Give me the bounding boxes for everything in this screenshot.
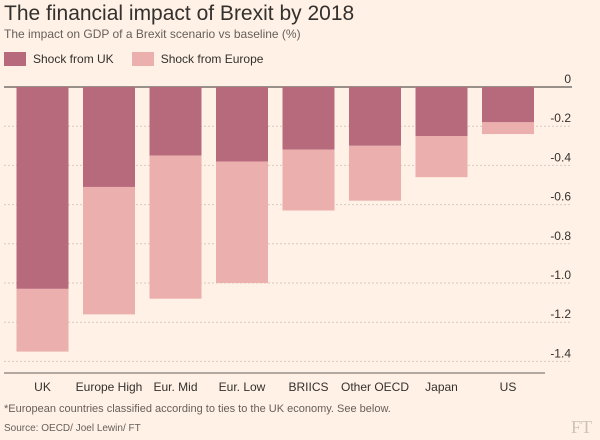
bar-shock-europe [482,122,534,135]
source-note: Source: OECD/ Joel Lewin/ FT [4,423,141,434]
bar-shock-europe [16,288,69,352]
bar-shock-uk [149,87,202,156]
x-tick-label: Other OECD [341,380,409,394]
bar-shock-uk [282,87,335,150]
x-tick-label: Eur. Low [219,380,266,394]
bar-shock-europe [149,155,202,299]
bar-shock-uk [83,87,135,187]
y-tick-label: -1.4 [550,346,571,360]
bar-shock-europe [216,161,268,283]
ft-logo: FT [570,417,592,437]
legend-swatch-europe [131,52,154,66]
y-tick-label: -0.8 [550,229,571,243]
y-tick-label: 0 [564,72,571,86]
footnote: *European countries classified according… [4,403,391,415]
bar-shock-europe [83,186,135,315]
legend: Shock from UK Shock from Europe [4,52,281,66]
x-tick-label: UK [34,380,51,394]
legend-item-europe: Shock from Europe [131,52,264,66]
y-tick-label: -0.2 [550,111,571,125]
chart-subtitle: The impact on GDP of a Brexit scenario v… [4,27,301,41]
bar-shock-uk [482,87,534,123]
x-tick-label: BRIICS [288,380,328,394]
legend-item-uk: Shock from UK [4,52,114,66]
bar-shock-uk [415,87,468,136]
bar-shock-uk [216,87,268,162]
x-tick-label: US [500,380,517,394]
legend-label-europe: Shock from Europe [160,52,264,66]
bar-shock-uk [16,87,69,289]
y-tick-label: -0.4 [550,150,571,164]
bar-shock-europe [349,145,401,201]
x-tick-label: Japan [425,380,458,394]
y-tick-label: -0.6 [550,190,571,204]
y-tick-label: -1.2 [550,307,571,321]
legend-label-uk: Shock from UK [33,52,114,66]
y-tick-label: -1.0 [550,268,571,282]
bar-shock-uk [349,87,401,146]
x-tick-label: Eur. Mid [153,380,197,394]
bar-shock-europe [415,136,468,178]
bar-shock-europe [282,149,335,211]
x-tick-label: Europe High [76,380,143,394]
legend-swatch-uk [4,52,26,66]
chart-title: The financial impact of Brexit by 2018 [4,2,355,25]
